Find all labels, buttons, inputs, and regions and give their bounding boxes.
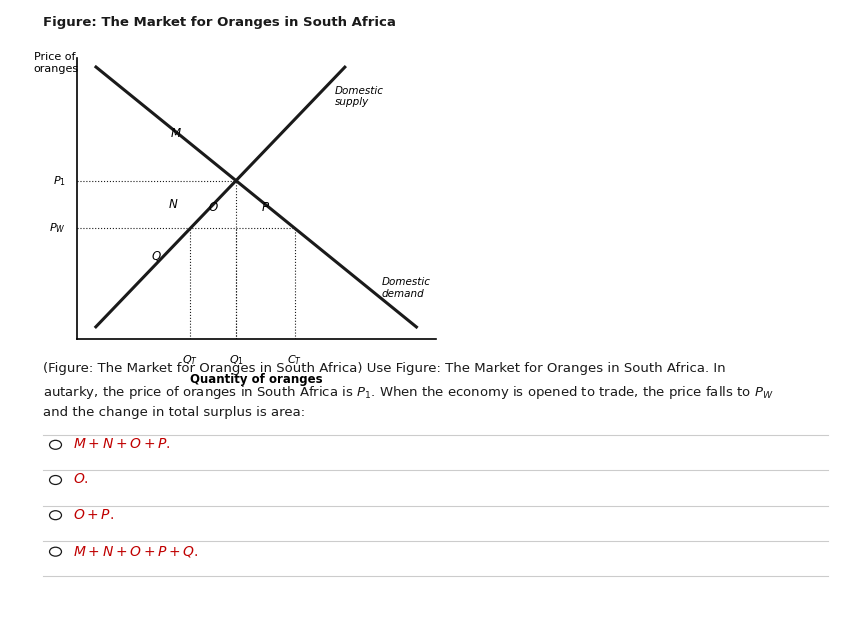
Text: (Figure: The Market for Oranges in South Africa) Use Figure: The Market for Oran: (Figure: The Market for Oranges in South… (43, 362, 724, 374)
Text: Quantity of oranges: Quantity of oranges (189, 373, 322, 386)
Text: $P_1$: $P_1$ (53, 173, 66, 188)
Text: and the change in total surplus is area:: and the change in total surplus is area: (43, 406, 305, 419)
Text: Q: Q (152, 250, 160, 262)
Text: $M+N+O+P+Q.$: $M+N+O+P+Q.$ (73, 543, 198, 559)
Text: Price of
oranges: Price of oranges (34, 52, 78, 74)
Text: P: P (262, 201, 269, 214)
Text: $P_W$: $P_W$ (49, 221, 66, 235)
Text: $Q_1$: $Q_1$ (229, 353, 243, 367)
Text: autarky, the price of oranges in South Africa is $P_1$. When the economy is open: autarky, the price of oranges in South A… (43, 384, 772, 401)
Text: Domestic
supply: Domestic supply (334, 86, 384, 108)
Text: $C_T$: $C_T$ (287, 353, 302, 367)
Text: Domestic
demand: Domestic demand (381, 277, 430, 299)
Text: $M+N+O+P.$: $M+N+O+P.$ (73, 437, 170, 451)
Text: Figure: The Market for Oranges in South Africa: Figure: The Market for Oranges in South … (43, 16, 395, 29)
Text: $O+P.$: $O+P.$ (73, 508, 113, 522)
Text: $Q_T$: $Q_T$ (183, 353, 198, 367)
Text: $O.$: $O.$ (73, 472, 88, 486)
Text: N: N (169, 198, 177, 211)
Text: M: M (171, 127, 181, 140)
Text: O: O (208, 201, 218, 214)
